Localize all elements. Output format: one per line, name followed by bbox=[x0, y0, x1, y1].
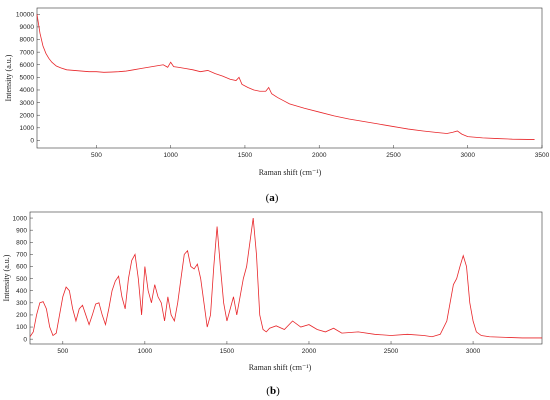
x-tick-label-b: 2500 bbox=[384, 348, 399, 355]
x-tick-label-a: 500 bbox=[91, 152, 102, 159]
x-tick-label-a: 3500 bbox=[535, 152, 550, 159]
panel-letter-b: b bbox=[270, 385, 276, 397]
series-line-b bbox=[29, 218, 542, 339]
y-tick-label-b: 400 bbox=[16, 288, 27, 295]
chart-panel-b: 0 100 200 300 400 500 600 700 800 900 1000 500 1000… bbox=[2, 211, 543, 397]
y-tick-label-b: 0 bbox=[23, 336, 27, 343]
y-axis-title-a: Intensity (a.u.) bbox=[4, 54, 13, 101]
chart-panel-a: 0 1000 2000 3000 4000 5000 6000 7000 8000 9000 100… bbox=[4, 7, 550, 204]
x-tick-label-b: 2000 bbox=[302, 348, 317, 355]
y-tick-label-a: 1000 bbox=[20, 125, 35, 132]
y-tick-label-a: 8000 bbox=[20, 37, 35, 44]
x-tick-label-b: 1000 bbox=[138, 348, 153, 355]
y-tick-label-b: 500 bbox=[16, 276, 27, 283]
x-tick-label-a: 3000 bbox=[461, 152, 476, 159]
panel-label-a: (a) bbox=[266, 192, 279, 204]
x-axis-title-b: Raman shift (cm⁻¹) bbox=[249, 363, 312, 372]
panel-letter-a: a bbox=[269, 192, 275, 204]
y-tick-label-a: 3000 bbox=[20, 100, 35, 107]
y-tick-label-b: 100 bbox=[16, 324, 27, 331]
y-tick-label-a: 0 bbox=[30, 138, 34, 145]
y-tick-label-b: 600 bbox=[16, 264, 27, 271]
y-axis-a: 0 1000 2000 3000 4000 5000 6000 7000 8000 9000 100… bbox=[16, 12, 40, 145]
y-tick-label-a: 9000 bbox=[20, 24, 35, 31]
y-axis-b: 0 100 200 300 400 500 600 700 800 900 1000 bbox=[13, 215, 33, 343]
x-tick-label-a: 1500 bbox=[238, 152, 253, 159]
y-tick-label-a: 10000 bbox=[16, 12, 34, 19]
y-axis-title-b: Intensity (a.u.) bbox=[2, 254, 11, 301]
y-tick-label-b: 200 bbox=[16, 312, 27, 319]
y-tick-label-b: 1000 bbox=[13, 215, 28, 222]
x-axis-a: 500 1000 1500 2000 2500 3000 3500 bbox=[91, 145, 550, 159]
x-tick-label-a: 2000 bbox=[312, 152, 327, 159]
series-line-a bbox=[36, 14, 535, 140]
plot-frame-b bbox=[29, 211, 543, 345]
x-axis-b: 500 1000 1500 2000 2500 3000 bbox=[57, 341, 481, 355]
x-axis-title-a: Raman shift (cm⁻¹) bbox=[259, 168, 322, 177]
y-tick-label-b: 700 bbox=[16, 252, 27, 259]
x-tick-label-a: 2500 bbox=[386, 152, 401, 159]
plot-frame-a bbox=[36, 7, 543, 149]
y-tick-label-a: 5000 bbox=[20, 75, 35, 82]
x-tick-label-a: 1000 bbox=[163, 152, 178, 159]
panel-label-b: (b) bbox=[266, 385, 280, 397]
x-tick-label-b: 3000 bbox=[466, 348, 481, 355]
x-tick-label-b: 1500 bbox=[220, 348, 235, 355]
y-tick-label-a: 2000 bbox=[20, 112, 35, 119]
x-tick-label-b: 500 bbox=[57, 348, 68, 355]
y-tick-label-a: 6000 bbox=[20, 62, 35, 69]
y-tick-label-b: 900 bbox=[16, 227, 27, 234]
y-tick-label-b: 800 bbox=[16, 239, 27, 246]
y-tick-label-a: 7000 bbox=[20, 49, 35, 56]
y-tick-label-a: 4000 bbox=[20, 87, 35, 94]
y-tick-label-b: 300 bbox=[16, 300, 27, 307]
